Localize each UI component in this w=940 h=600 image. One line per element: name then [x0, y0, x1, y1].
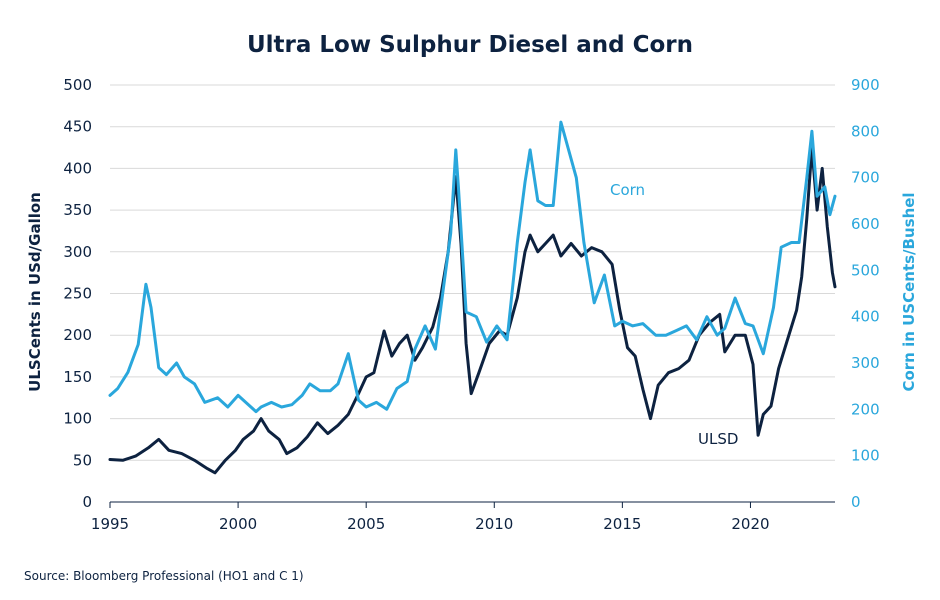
right-tick-label: 800: [851, 122, 880, 140]
right-axis-label: Corn in USCents/Bushel: [900, 192, 918, 391]
right-tick-label: 0: [851, 493, 861, 511]
series-layer: [108, 120, 837, 475]
grid: [110, 84, 835, 461]
x-tick-label: 2020: [731, 515, 769, 533]
chart-title: Ultra Low Sulphur Diesel and Corn: [247, 32, 693, 58]
corn-series-label: Corn: [610, 181, 645, 199]
left-tick-label: 450: [63, 118, 92, 136]
left-tick-label: 150: [63, 368, 92, 386]
left-tick-label: 50: [73, 451, 92, 469]
left-tick-label: 200: [63, 326, 92, 344]
x-tick-label: 2000: [219, 515, 257, 533]
x-axis-ticks: 1995 2000 2005 2010 2015 2020: [91, 502, 770, 533]
right-tick-label: 100: [851, 447, 880, 465]
left-tick-label: 400: [63, 159, 92, 177]
right-tick-label: 300: [851, 354, 880, 372]
x-tick-label: 2005: [347, 515, 385, 533]
left-tick-label: 100: [63, 410, 92, 428]
right-tick-label: 200: [851, 400, 880, 418]
right-tick-label: 900: [851, 76, 880, 94]
left-tick-label: 250: [63, 285, 92, 303]
x-tick-label: 1995: [91, 515, 129, 533]
series-line-corn: [108, 120, 837, 414]
right-tick-label: 600: [851, 215, 880, 233]
ulsd-series-label: ULSD: [698, 430, 738, 448]
left-axis-label: ULSCents in USd/Gallon: [26, 192, 44, 392]
source-note: Source: Bloomberg Professional (HO1 and …: [24, 569, 304, 583]
x-tick-label: 2010: [475, 515, 513, 533]
left-tick-label: 0: [82, 493, 92, 511]
left-axis-ticks: 0 50 100 150 200 250 300 350 400 450 500: [63, 76, 92, 511]
left-tick-label: 300: [63, 243, 92, 261]
right-tick-label: 400: [851, 308, 880, 326]
left-tick-label: 500: [63, 76, 92, 94]
series-line-ulsd: [108, 146, 837, 475]
right-tick-label: 700: [851, 169, 880, 187]
right-tick-label: 500: [851, 261, 880, 279]
x-tick-label: 2015: [603, 515, 641, 533]
right-axis-ticks: 0 100 200 300 400 500 600 700 800 900: [851, 76, 880, 511]
left-tick-label: 350: [63, 201, 92, 219]
